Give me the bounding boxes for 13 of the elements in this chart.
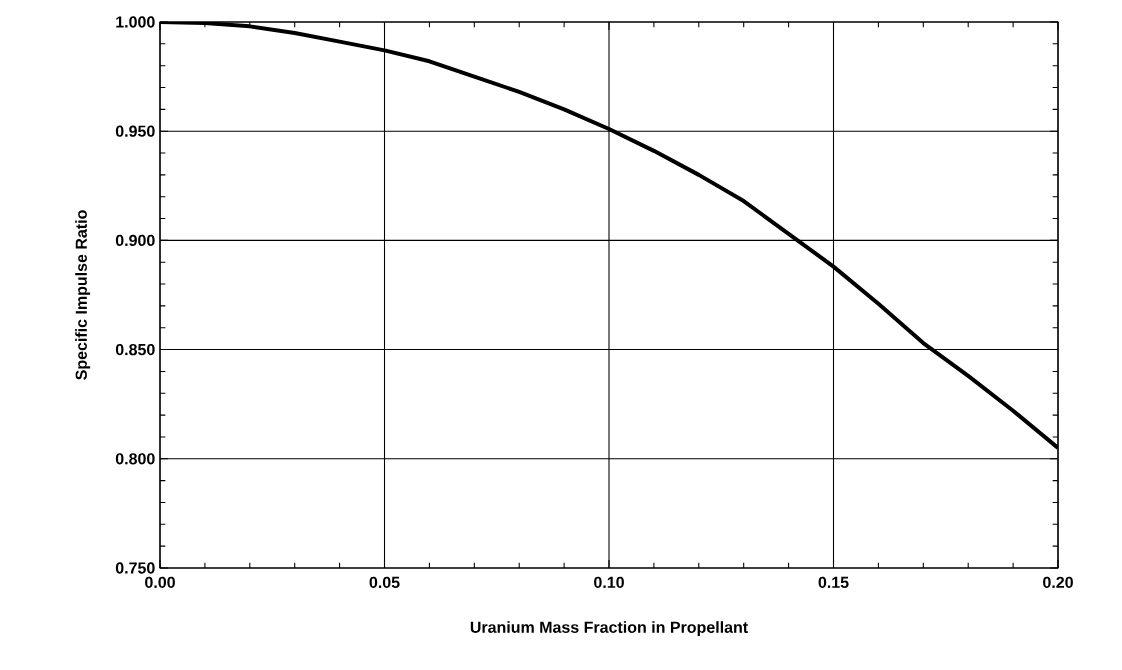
y-tick-label: 0.850 — [115, 343, 155, 356]
x-tick-label: 0.15 — [818, 576, 849, 589]
x-tick-label: 0.10 — [594, 576, 624, 589]
y-tick-label: 0.750 — [115, 562, 155, 574]
x-axis-title: Uranium Mass Fraction in Propellant — [470, 621, 748, 637]
y-tick-label: 0.800 — [115, 453, 155, 465]
x-tick-label: 0.00 — [145, 576, 175, 589]
x-tick-label: 0.20 — [1043, 576, 1073, 589]
x-tick-label: 0.05 — [369, 576, 400, 589]
y-tick-label: 0.900 — [115, 234, 155, 247]
y-tick-label: 1.000 — [116, 16, 155, 28]
y-axis-title: Specific Impulse Ratio — [75, 210, 91, 380]
y-tick-label: 0.950 — [115, 125, 155, 137]
